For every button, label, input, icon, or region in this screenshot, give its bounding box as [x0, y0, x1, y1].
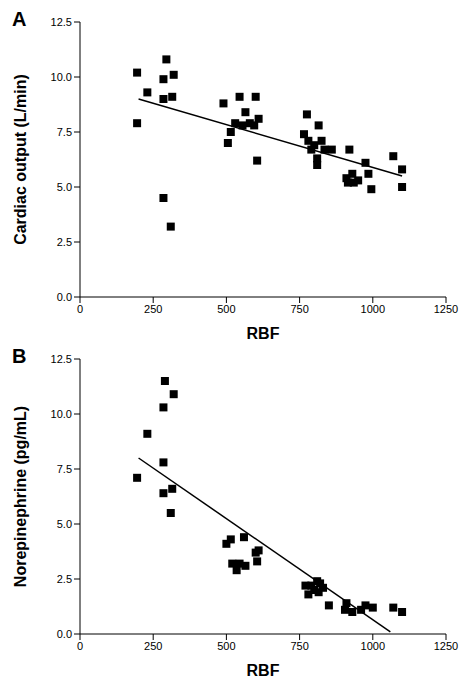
html-text:A: A [12, 8, 27, 30]
svg-text:500: 500 [217, 640, 235, 652]
svg-text:250: 250 [144, 303, 162, 315]
svg-text:1250: 1250 [434, 303, 458, 315]
svg-text:Cardiac output (L/min): Cardiac output (L/min) [12, 74, 29, 245]
svg-text:10.0: 10.0 [51, 408, 72, 420]
svg-text:0: 0 [77, 303, 83, 315]
svg-text:250: 250 [144, 640, 162, 652]
svg-text:1000: 1000 [361, 640, 385, 652]
svg-text:RBF: RBF [247, 662, 280, 679]
svg-text:0.0: 0.0 [57, 291, 72, 303]
svg-text:750: 750 [290, 640, 308, 652]
svg-text:12.5: 12.5 [51, 16, 72, 28]
svg-text:1250: 1250 [434, 640, 458, 652]
svg-text:750: 750 [290, 303, 308, 315]
svg-text:0.0: 0.0 [57, 628, 72, 640]
svg-text:5.0: 5.0 [57, 181, 72, 193]
svg-text:10.0: 10.0 [51, 71, 72, 83]
svg-text:Norepinephrine (pg/mL): Norepinephrine (pg/mL) [12, 406, 29, 587]
svg-text:1000: 1000 [361, 303, 385, 315]
svg-text:0: 0 [77, 640, 83, 652]
svg-text:7.5: 7.5 [57, 126, 72, 138]
svg-text:RBF: RBF [247, 325, 280, 342]
svg-text:2.5: 2.5 [57, 573, 72, 585]
svg-text:5.0: 5.0 [57, 518, 72, 530]
html-text:B: B [12, 345, 27, 367]
svg-text:2.5: 2.5 [57, 236, 72, 248]
svg-text:12.5: 12.5 [51, 353, 72, 365]
svg-text:500: 500 [217, 303, 235, 315]
svg-text:7.5: 7.5 [57, 463, 72, 475]
